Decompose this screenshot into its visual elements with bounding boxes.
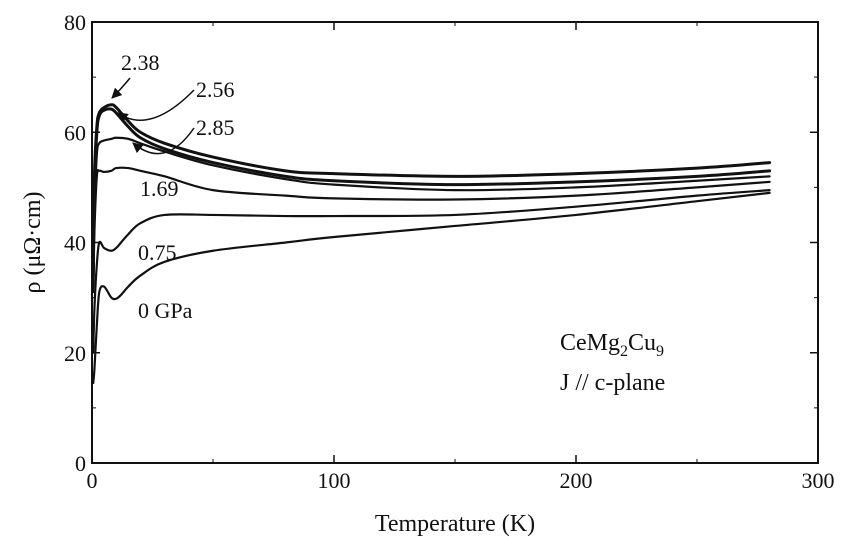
series-line-0-gpa xyxy=(92,191,771,385)
y-tick-label: 0 xyxy=(75,451,86,476)
label-layer: 2.38 2.56 2.85 1.69 0.75 0 GPa xyxy=(111,50,235,323)
label-2-56: 2.56 xyxy=(196,77,235,102)
plot-frame xyxy=(91,21,819,464)
current-direction: J // c-plane xyxy=(560,370,665,396)
formula-mid: Cu xyxy=(628,330,656,356)
series-line-2-85 xyxy=(92,136,771,283)
label-1-69: 1.69 xyxy=(140,176,179,201)
x-tick-label: 300 xyxy=(802,468,835,493)
x-tick-label: 100 xyxy=(318,468,351,493)
y-tick-label: 80 xyxy=(64,10,86,35)
series-layer xyxy=(91,103,772,385)
label-2-38: 2.38 xyxy=(121,50,160,75)
x-tick-label: 0 xyxy=(87,468,98,493)
y-tick-label: 60 xyxy=(64,120,86,145)
x-tick-label: 200 xyxy=(560,468,593,493)
sample-formula: CeMg2Cu9 xyxy=(560,330,664,360)
series-line-0-75 xyxy=(92,189,771,354)
series-line-1-69 xyxy=(92,166,771,294)
series-line-2-38 xyxy=(91,103,772,278)
formula-sub-1: 2 xyxy=(620,343,628,360)
formula-sub-2: 9 xyxy=(656,343,664,360)
arrow-2-38 xyxy=(111,77,131,99)
label-2-85: 2.85 xyxy=(196,115,235,140)
series-line-2-56 xyxy=(91,107,772,283)
formula-base: CeMg xyxy=(560,330,620,356)
ticks-layer: 0 100 200 300 0 20 40 60 80 xyxy=(64,10,835,493)
arrow-2-56 xyxy=(117,89,195,123)
y-axis-title: ρ (μΩ·cm) xyxy=(20,192,46,294)
label-0-75: 0.75 xyxy=(138,240,177,265)
label-0-gpa: 0 GPa xyxy=(138,298,193,323)
y-tick-label: 40 xyxy=(64,231,86,256)
x-axis-title: Temperature (K) xyxy=(375,511,535,537)
arrow-2-85 xyxy=(132,127,195,155)
y-tick-label: 20 xyxy=(64,341,86,366)
